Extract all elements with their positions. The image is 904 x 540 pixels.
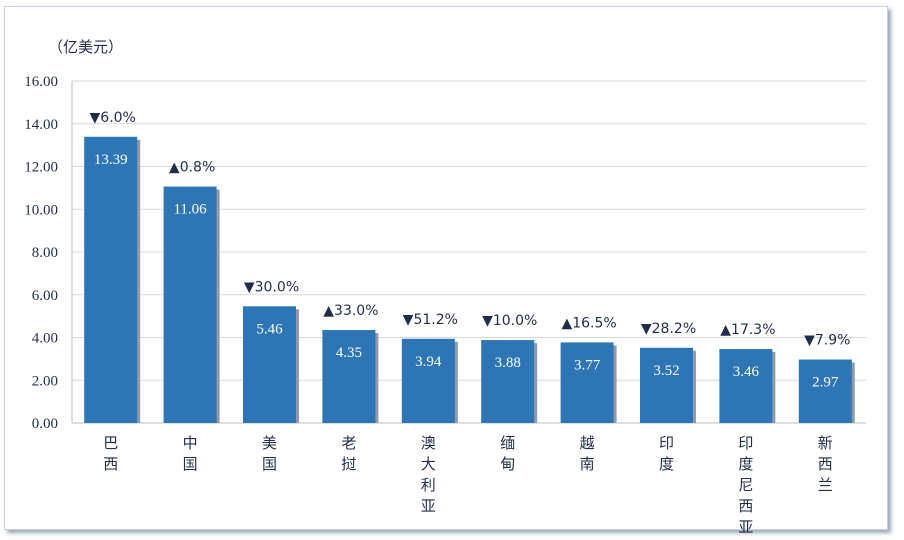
category-label: 新西兰 (818, 434, 833, 494)
change-label: ▲33.0% (323, 303, 378, 319)
change-label: ▼28.2% (641, 321, 696, 337)
y-tick-label: 8.00 (32, 245, 58, 261)
bar (481, 340, 535, 423)
change-label: ▼30.0% (244, 279, 299, 295)
category-label: 老挝 (341, 434, 356, 473)
y-tick-label: 10.00 (24, 202, 58, 218)
bar (322, 330, 376, 423)
bar (243, 306, 296, 423)
category-label: 缅甸 (500, 434, 515, 473)
y-tick-label: 14.00 (24, 117, 58, 133)
category-label: 印度 (659, 434, 674, 473)
bar-value-label: 3.88 (495, 355, 521, 371)
change-label: ▼7.9% (804, 333, 850, 349)
bar-value-label: 3.52 (653, 363, 679, 379)
category-label: 印度尼西亚 (738, 434, 753, 536)
y-tick-label: 4.00 (32, 331, 58, 347)
bar-value-label: 2.97 (812, 375, 839, 391)
bar-value-label: 3.77 (574, 357, 601, 373)
change-label: ▲17.3% (720, 322, 775, 338)
bar-value-label: 5.46 (256, 321, 283, 337)
category-label: 澳大利亚 (421, 434, 436, 515)
bar-value-label: 3.46 (733, 364, 760, 380)
y-tick-label: 16.00 (24, 74, 58, 90)
bar (84, 136, 138, 423)
bar (719, 349, 773, 423)
y-tick-label: 2.00 (32, 373, 58, 389)
bar-value-label: 13.39 (94, 152, 128, 168)
bar-value-label: 11.06 (173, 202, 207, 218)
change-label: ▲0.8% (169, 160, 215, 176)
bar (401, 338, 455, 423)
change-label: ▼10.0% (482, 313, 537, 329)
bar-value-label: 3.94 (415, 354, 442, 370)
y-tick-label: 6.00 (32, 288, 58, 304)
y-tick-label: 0.00 (32, 416, 58, 432)
change-label: ▲16.5% (561, 315, 616, 331)
category-label: 美国 (262, 434, 277, 473)
category-label: 越南 (580, 434, 595, 473)
y-tick-label: 12.00 (24, 160, 58, 176)
bar-value-label: 4.35 (336, 345, 362, 361)
bar (640, 347, 693, 423)
category-label: 中国 (183, 434, 198, 473)
category-label: 巴西 (103, 434, 118, 473)
change-label: ▼51.2% (403, 312, 458, 328)
bar (163, 186, 217, 423)
change-label: ▼6.0% (90, 110, 136, 126)
bar (560, 342, 614, 423)
unit-label: （亿美元） (48, 38, 123, 56)
bar (798, 359, 852, 423)
chart-frame (4, 6, 888, 530)
